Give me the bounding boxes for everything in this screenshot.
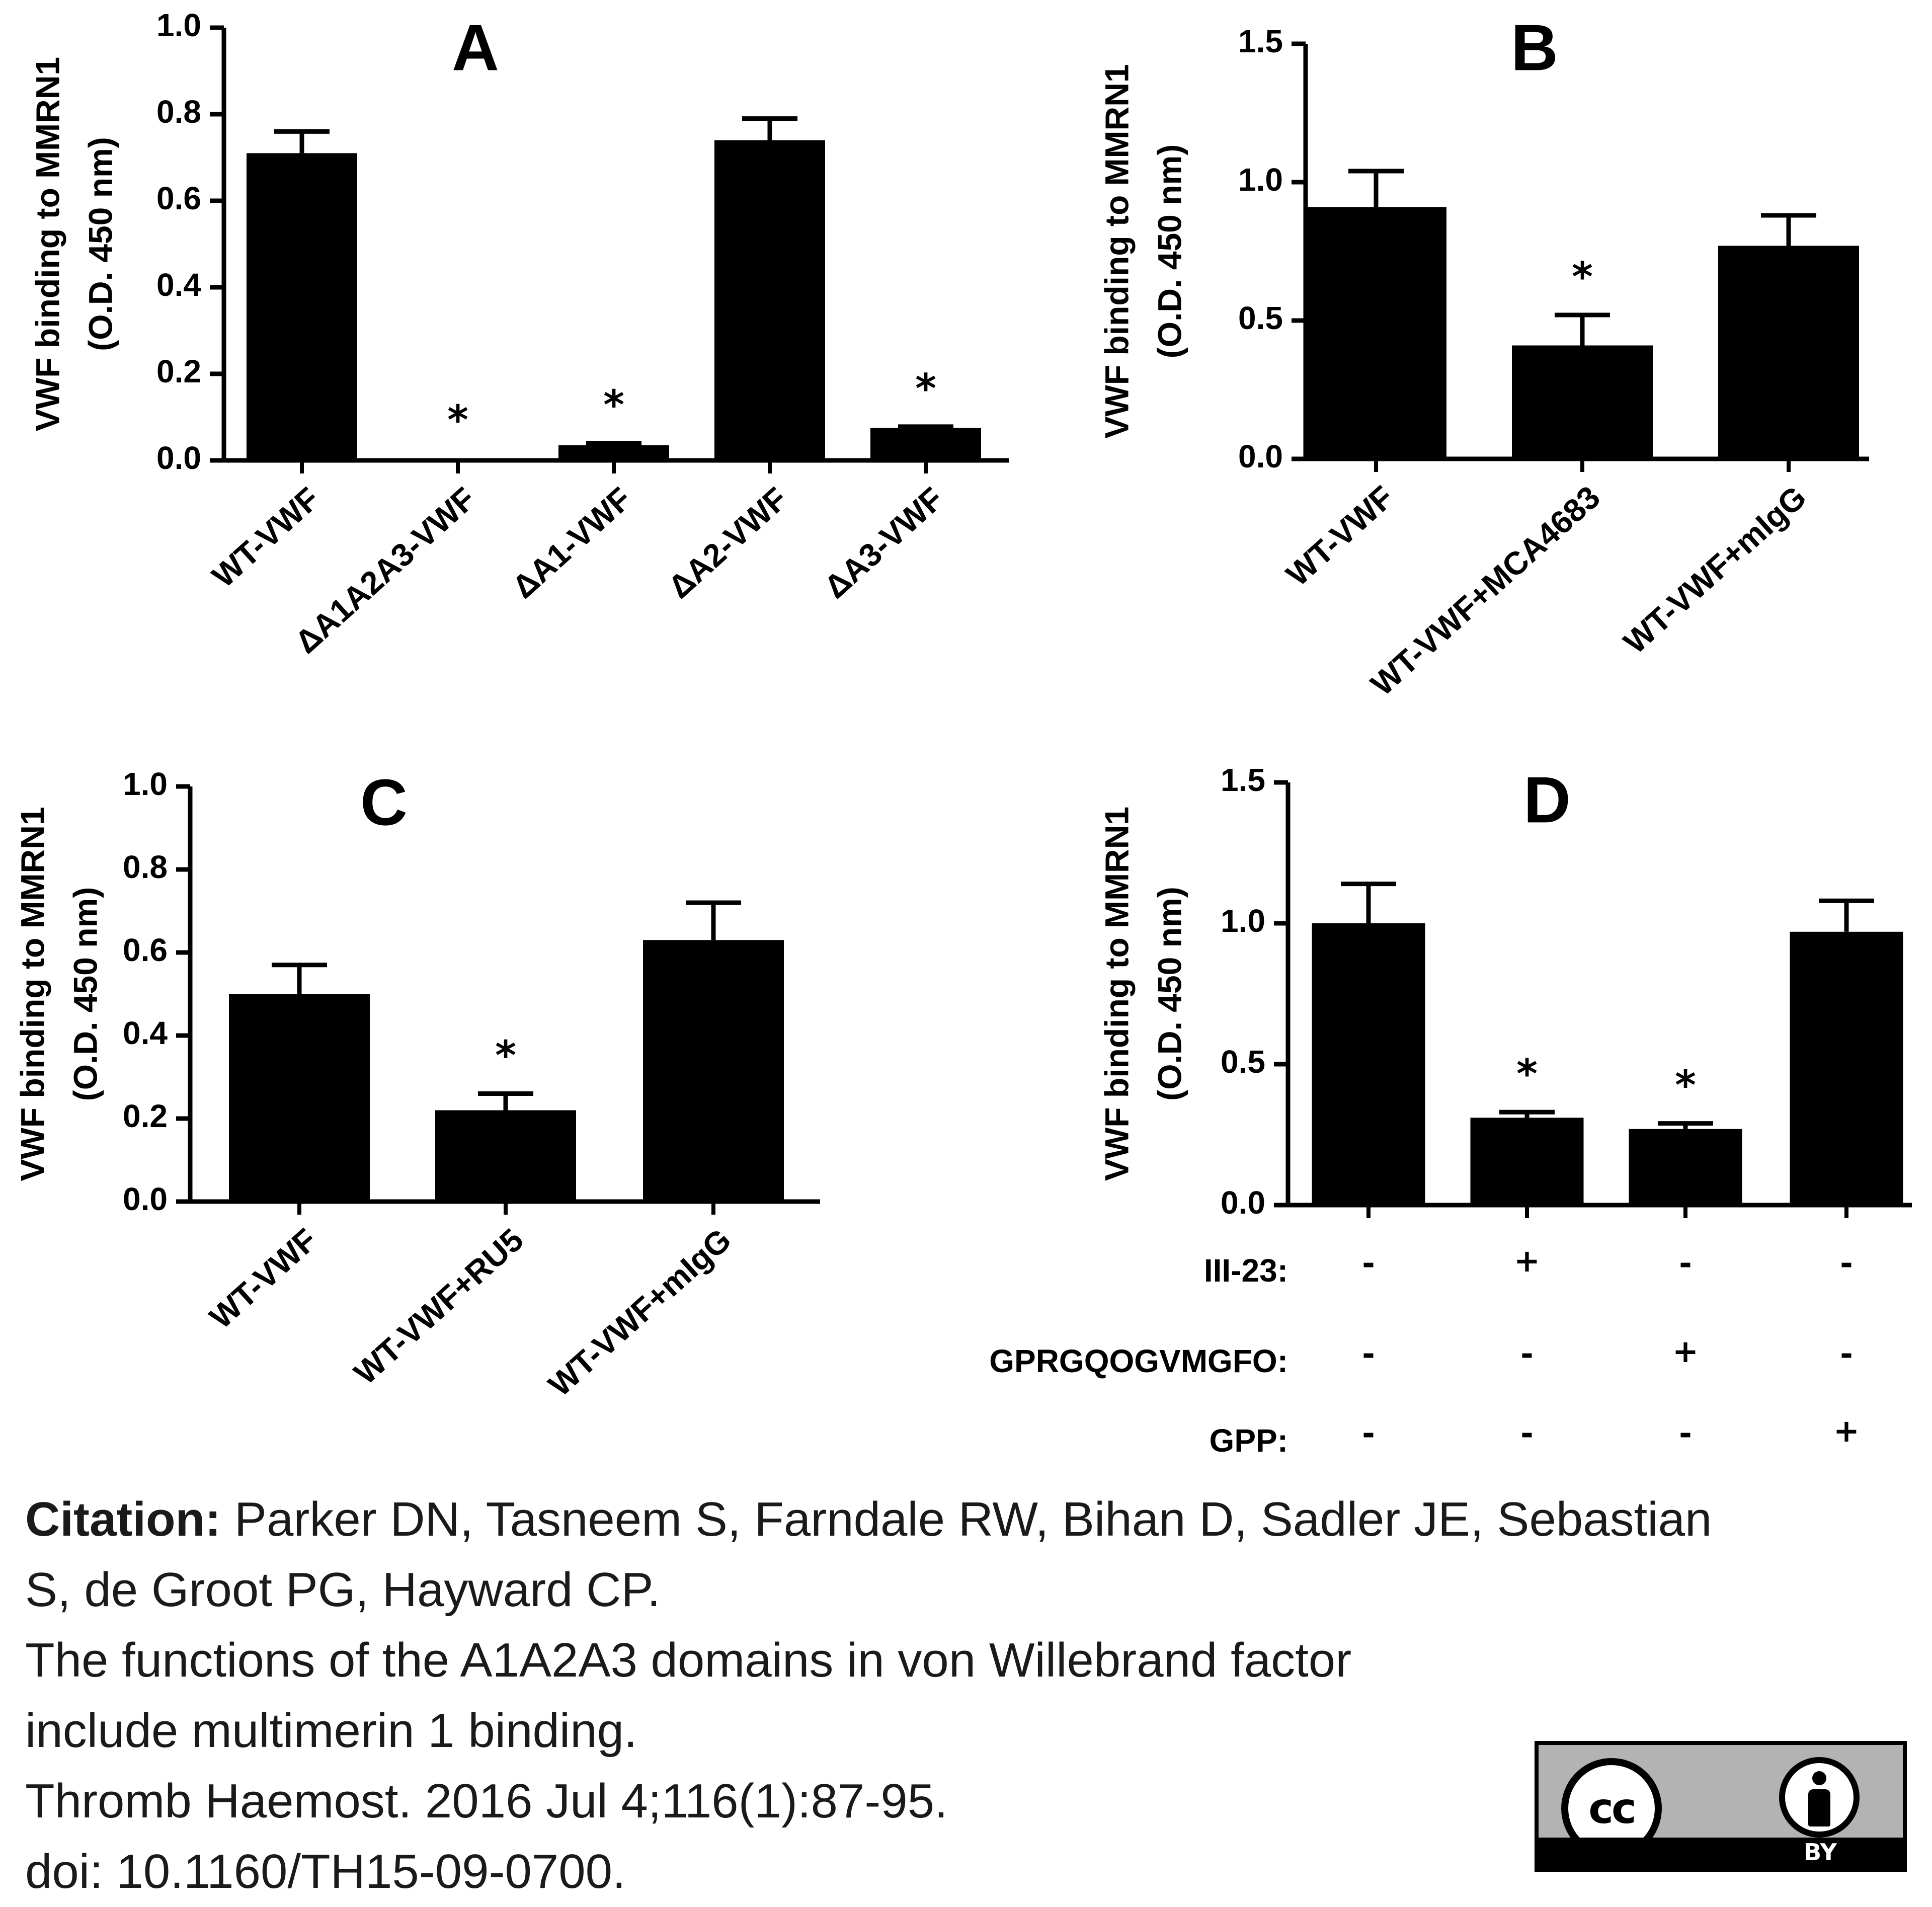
y-tick-label: 0.6 <box>156 180 201 216</box>
treatment-mark: + <box>1672 1333 1699 1370</box>
figure-panels: A 0.0 0.2 0.4 0.6 0.8 1.0 VWF binding to MMRN1 (… <box>14 7 1912 1459</box>
significance-marker: * <box>1675 1062 1696 1109</box>
y-axis-title: VWF binding to MMRN1 <box>1098 807 1135 1181</box>
significance-marker: * <box>495 1032 516 1079</box>
y-tick-label: 1.5 <box>1238 23 1283 59</box>
treatment-mark: - <box>1362 1415 1375 1452</box>
panel-b: B 0.0 0.5 1.0 1.5 VWF binding to MMRN1 (O.D. 4… <box>1098 11 1869 702</box>
bar <box>403 458 513 460</box>
bar <box>1512 345 1653 459</box>
y-tick-label: 0.8 <box>123 849 168 885</box>
y-axis-title: VWF binding to MMRN1 <box>14 807 51 1181</box>
y-tick-label: 0.5 <box>1238 300 1283 336</box>
y-tick-label: 0.8 <box>156 94 201 130</box>
bar <box>247 153 357 460</box>
treatment-mark: + <box>1514 1242 1540 1279</box>
y-tick-label: 0.2 <box>156 353 201 389</box>
x-category-label: WT-VWF+MCA4683 <box>1364 479 1607 702</box>
x-category-label: WT-VWF <box>203 1221 324 1335</box>
panel-d: D 0.0 0.5 1.0 1.5 VWF binding to MMRN1 (O.D. 4… <box>989 762 1912 1459</box>
treatment-row-label: III-23: <box>1204 1252 1288 1289</box>
y-axis-title: VWF binding to MMRN1 <box>29 57 66 431</box>
y-axis-title: VWF binding to MMRN1 <box>1098 64 1135 438</box>
panel-c: C 0.0 0.2 0.4 0.6 0.8 1.0 VWF binding to MMRN1 (… <box>14 765 820 1403</box>
bar <box>714 140 825 461</box>
y-tick-label: 1.0 <box>123 766 168 802</box>
bar <box>1718 246 1859 459</box>
treatment-mark: - <box>1840 1245 1853 1282</box>
cc-by-license-badge: cc BY <box>1535 1741 1907 1872</box>
citation-line-1: Citation: Parker DN, Tasneem S, Farndale… <box>25 1484 1887 1555</box>
bar <box>1306 207 1446 459</box>
attribution-person-icon <box>1779 1757 1860 1838</box>
y-tick-label: 0.4 <box>156 267 201 303</box>
bar <box>1790 931 1903 1205</box>
bar <box>435 1110 576 1202</box>
citation-line-6: doi: 10.1160/TH15-09-0700. <box>25 1845 626 1898</box>
panel-letter: B <box>1511 11 1558 84</box>
y-axis-title: (O.D. 450 nm) <box>1151 144 1188 358</box>
bar <box>1470 1118 1584 1205</box>
treatment-mark: - <box>1362 1335 1375 1372</box>
x-category-label: ΔA2-VWF <box>661 480 794 605</box>
significance-marker: * <box>915 365 936 412</box>
significance-marker: * <box>447 397 468 444</box>
treatment-mark: - <box>1520 1335 1534 1372</box>
citation-authors: Parker DN, Tasneem S, Farndale RW, Bihan… <box>221 1492 1712 1546</box>
y-tick-label: 0.5 <box>1221 1044 1265 1080</box>
panel-a: A 0.0 0.2 0.4 0.6 0.8 1.0 VWF binding to MMRN1 (… <box>29 7 1009 660</box>
x-category-label: WT-VWF <box>205 480 327 594</box>
citation-label: Citation: <box>25 1492 221 1546</box>
treatment-mark: - <box>1840 1335 1853 1372</box>
y-axis-title: (O.D. 450 nm) <box>82 137 119 351</box>
bar <box>1312 923 1425 1205</box>
citation-line-3: The functions of the A1A2A3 domains in v… <box>25 1633 1352 1687</box>
citation-block: Citation: Parker DN, Tasneem S, Farndale… <box>25 1484 1887 1907</box>
y-axis-title: (O.D. 450 nm) <box>66 887 104 1101</box>
y-axis-title: (O.D. 450 nm) <box>1151 887 1188 1100</box>
y-tick-label: 0.0 <box>156 440 201 476</box>
citation-line-5: Thromb Haemost. 2016 Jul 4;116(1):87-95. <box>25 1774 948 1828</box>
y-tick-label: 1.0 <box>1221 903 1265 939</box>
treatment-row-label: GPP: <box>1210 1422 1288 1459</box>
y-tick-label: 1.0 <box>156 7 201 43</box>
y-tick-label: 0.2 <box>123 1098 168 1134</box>
panel-letter: C <box>360 765 408 839</box>
citation-line-4: include multimerin 1 binding. <box>25 1704 637 1758</box>
y-tick-label: 0.4 <box>123 1015 168 1051</box>
significance-marker: * <box>1516 1051 1538 1097</box>
y-tick-label: 1.5 <box>1221 762 1265 798</box>
treatment-mark: - <box>1520 1415 1534 1452</box>
x-category-label: ΔA3-VWF <box>817 480 950 605</box>
treatment-mark: - <box>1362 1245 1375 1282</box>
significance-marker: * <box>1572 254 1593 300</box>
treatment-mark: - <box>1679 1245 1692 1282</box>
bar <box>1629 1129 1742 1205</box>
bar <box>870 428 981 460</box>
y-tick-label: 1.0 <box>1238 162 1283 198</box>
x-category-label: WT-VWF+RU5 <box>347 1221 530 1391</box>
panel-letter: D <box>1523 763 1571 836</box>
y-tick-label: 0.6 <box>123 932 168 968</box>
treatment-mark: + <box>1833 1412 1860 1449</box>
by-label: BY <box>1804 1839 1837 1866</box>
bar <box>643 940 784 1202</box>
y-tick-label: 0.0 <box>123 1181 168 1217</box>
panel-letter: A <box>452 11 499 84</box>
license-strip <box>1539 1838 1903 1868</box>
x-category-label: WT-VWF+mIgG <box>541 1221 738 1403</box>
bar <box>229 994 370 1202</box>
citation-line-2: S, de Groot PG, Hayward CP. <box>25 1563 661 1617</box>
x-category-label: ΔA1-VWF <box>505 480 638 605</box>
x-category-label: WT-VWF <box>1279 479 1401 593</box>
significance-marker: * <box>603 382 624 429</box>
bar <box>558 445 669 460</box>
treatment-row-label: GPRGQOGVMGFO: <box>989 1343 1288 1379</box>
x-category-label: WT-VWF+mIgG <box>1617 479 1813 661</box>
y-tick-label: 0.0 <box>1221 1184 1265 1221</box>
y-tick-label: 0.0 <box>1238 438 1283 474</box>
treatment-mark: - <box>1679 1415 1692 1452</box>
